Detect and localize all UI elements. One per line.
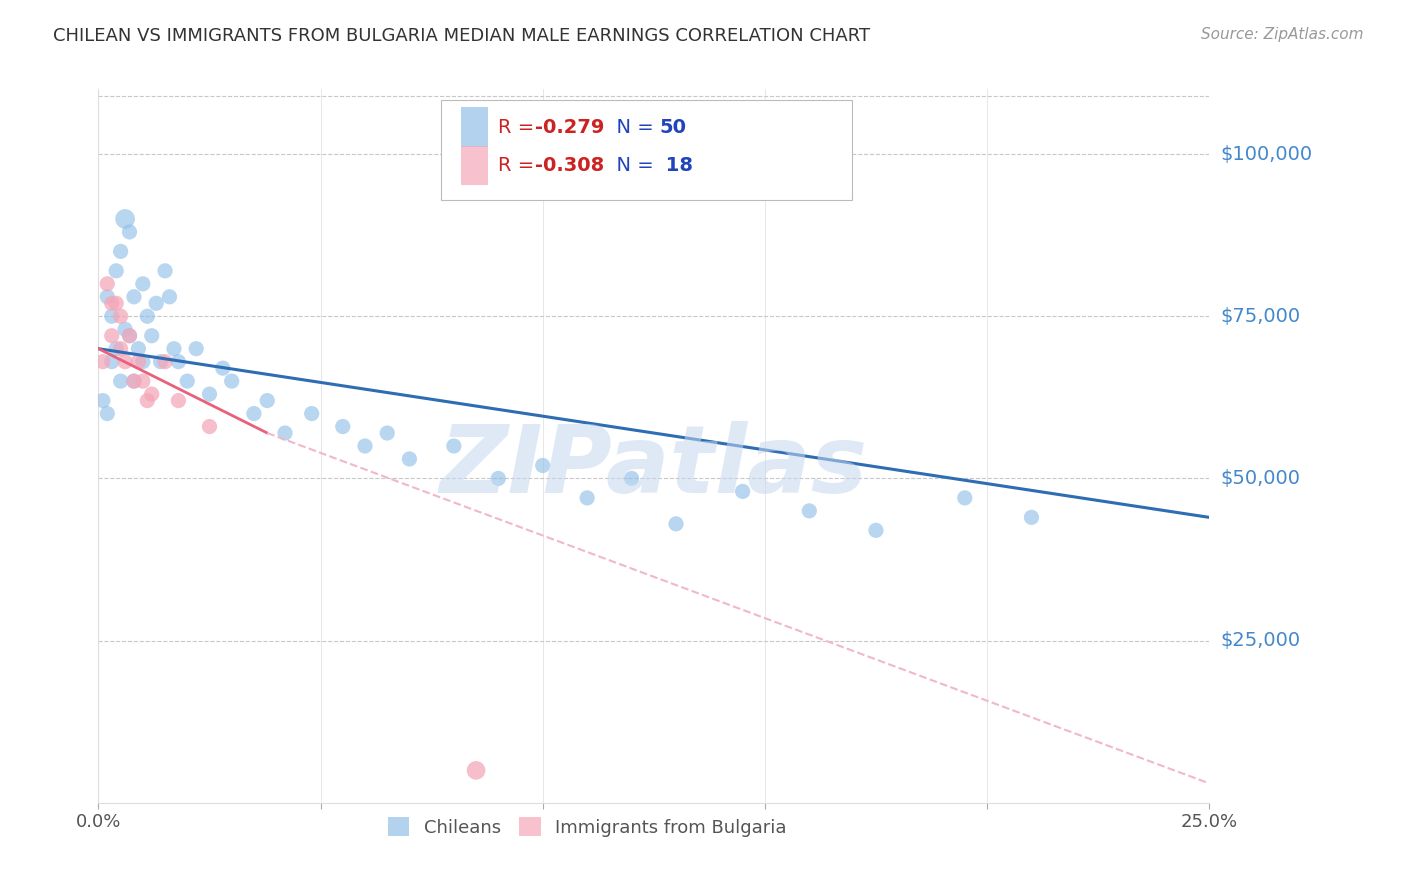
Point (153, 264, 176, 278)
Point (118, 328, 141, 343)
Text: 18: 18 (659, 156, 693, 175)
Point (186, 342, 208, 356)
Text: -0.308: -0.308 (534, 156, 605, 175)
Point (301, 407, 323, 421)
Point (865, 524, 887, 538)
Legend: Chileans, Immigrants from Bulgaria: Chileans, Immigrants from Bulgaria (381, 810, 794, 844)
Point (141, 387, 163, 401)
Point (96, 290, 118, 304)
Point (465, 764, 488, 778)
Point (398, 452, 420, 467)
Point (110, 374, 132, 388)
Point (141, 328, 163, 343)
Point (132, 354, 155, 368)
Point (96, 277, 118, 291)
Text: $50,000: $50,000 (1220, 469, 1301, 488)
Point (122, 374, 145, 388)
Text: CHILEAN VS IMMIGRANTS FROM BULGARIA MEDIAN MALE EARNINGS CORRELATION CHART: CHILEAN VS IMMIGRANTS FROM BULGARIA MEDI… (53, 27, 870, 45)
Point (105, 264, 128, 278)
Point (731, 484, 754, 499)
Point (799, 504, 821, 518)
Point (114, 322, 136, 336)
Point (1021, 510, 1043, 524)
Point (100, 354, 122, 368)
Point (91, 393, 114, 408)
Point (211, 361, 233, 376)
Point (153, 354, 176, 368)
Point (136, 310, 159, 324)
Point (159, 290, 181, 304)
Text: $25,000: $25,000 (1220, 632, 1301, 650)
Point (100, 328, 122, 343)
Point (96, 407, 118, 421)
Point (274, 425, 297, 440)
Point (375, 425, 398, 440)
Point (118, 328, 141, 343)
Text: 50: 50 (659, 118, 686, 136)
Point (105, 342, 128, 356)
Point (665, 516, 688, 531)
Point (100, 310, 122, 324)
Text: -0.279: -0.279 (534, 118, 605, 136)
Point (486, 471, 509, 485)
Point (114, 211, 136, 226)
Point (110, 342, 132, 356)
Point (167, 354, 190, 368)
Point (145, 296, 167, 310)
Point (354, 439, 377, 453)
Point (149, 354, 172, 368)
FancyBboxPatch shape (461, 107, 488, 146)
Point (136, 393, 159, 408)
Point (100, 296, 122, 310)
Text: ZIPatlas: ZIPatlas (440, 421, 868, 514)
FancyBboxPatch shape (440, 100, 852, 200)
Point (114, 354, 136, 368)
Point (110, 244, 132, 259)
Point (576, 491, 599, 505)
Point (198, 387, 221, 401)
Point (132, 374, 155, 388)
Point (132, 277, 155, 291)
Point (122, 374, 145, 388)
Point (953, 491, 976, 505)
Point (127, 342, 149, 356)
Point (110, 310, 132, 324)
Point (332, 419, 354, 434)
Point (176, 374, 198, 388)
Point (163, 342, 186, 356)
Point (118, 225, 141, 239)
Point (443, 439, 465, 453)
Point (167, 393, 190, 408)
Point (127, 354, 149, 368)
Text: R =: R = (498, 118, 541, 136)
Text: $75,000: $75,000 (1220, 307, 1301, 326)
Point (91, 354, 114, 368)
Point (531, 458, 554, 473)
FancyBboxPatch shape (461, 146, 488, 186)
Text: $100,000: $100,000 (1220, 145, 1312, 163)
Text: N =: N = (603, 156, 659, 175)
Point (620, 471, 643, 485)
Point (256, 393, 278, 408)
Text: N =: N = (603, 118, 659, 136)
Text: R =: R = (498, 156, 541, 175)
Text: Source: ZipAtlas.com: Source: ZipAtlas.com (1201, 27, 1364, 42)
Point (243, 407, 266, 421)
Point (122, 290, 145, 304)
Point (221, 374, 243, 388)
Point (105, 296, 128, 310)
Point (198, 419, 221, 434)
